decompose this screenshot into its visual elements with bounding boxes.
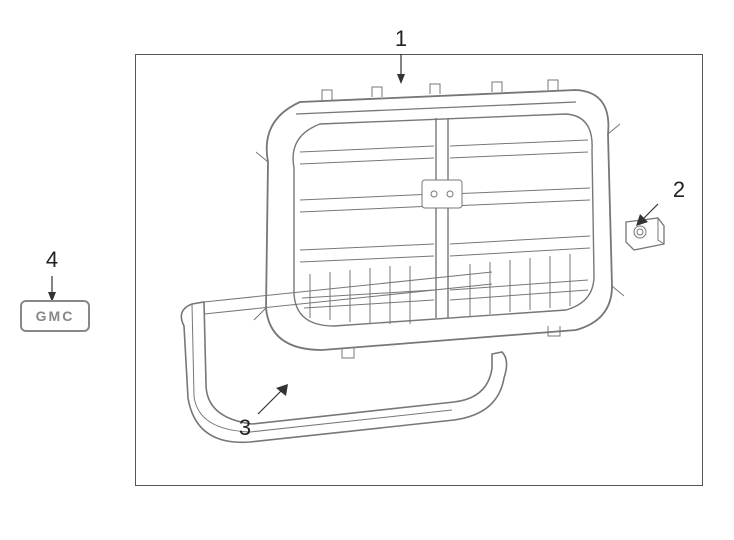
grille-assembly [254, 80, 624, 358]
emblem-text: GMC [36, 308, 75, 324]
callout-2: 2 [673, 177, 685, 203]
parts-diagram: GMC 1 2 3 4 [0, 0, 734, 540]
callout-4: 4 [46, 247, 58, 273]
diagram-lineart [0, 0, 734, 540]
callout-3: 3 [239, 415, 251, 441]
emblem-badge: GMC [20, 300, 90, 332]
callout-1: 1 [395, 26, 407, 52]
